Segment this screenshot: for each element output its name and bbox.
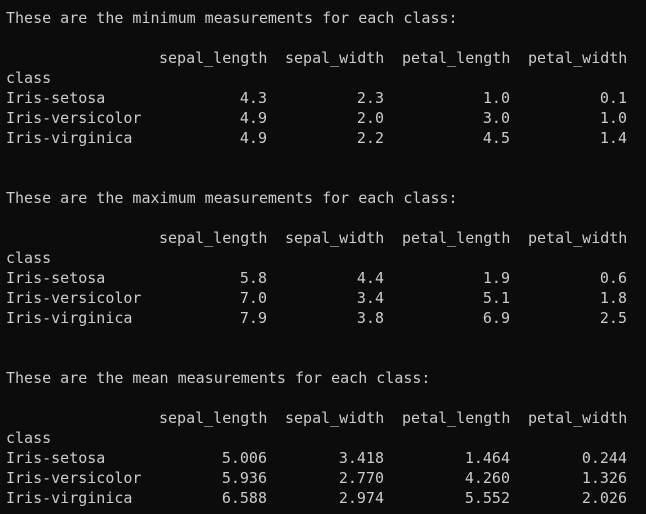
column-header: petal_width xyxy=(528,409,628,427)
cell: 1.9 xyxy=(482,269,510,287)
cell: 2.3 xyxy=(356,89,384,107)
cell: 3.4 xyxy=(356,289,384,307)
column-header: sepal_length xyxy=(159,49,268,67)
cell: 4.3 xyxy=(239,89,267,107)
row-label: Iris-versicolor xyxy=(6,109,142,127)
cell: 0.244 xyxy=(581,449,627,467)
cell: 4.260 xyxy=(464,469,510,487)
row-label: Iris-setosa xyxy=(6,269,106,287)
row-label: Iris-setosa xyxy=(6,449,106,467)
cell: 1.326 xyxy=(581,469,627,487)
column-header: petal_length xyxy=(402,409,511,427)
cell: 0.1 xyxy=(599,89,627,107)
cell: 0.6 xyxy=(599,269,627,287)
heading: These are the mean measurements for each… xyxy=(6,369,431,387)
cell: 4.9 xyxy=(239,109,267,127)
column-header: petal_width xyxy=(528,49,628,67)
cell: 5.552 xyxy=(464,489,510,507)
column-header: sepal_length xyxy=(159,409,268,427)
index-name: class xyxy=(6,249,52,267)
cell: 1.0 xyxy=(599,109,627,127)
row-label: Iris-versicolor xyxy=(6,469,142,487)
row-label: Iris-setosa xyxy=(6,89,106,107)
cell: 6.588 xyxy=(221,489,267,507)
cell: 5.936 xyxy=(221,469,267,487)
cell: 7.9 xyxy=(239,309,267,327)
cell: 3.8 xyxy=(356,309,384,327)
index-name: class xyxy=(6,69,52,87)
heading: These are the maximum measurements for e… xyxy=(6,189,458,207)
column-header: petal_length xyxy=(402,229,511,247)
column-header: sepal_width xyxy=(285,409,385,427)
cell: 2.0 xyxy=(356,109,384,127)
heading: These are the minimum measurements for e… xyxy=(6,9,458,27)
column-header: sepal_width xyxy=(285,229,385,247)
cell: 3.0 xyxy=(482,109,510,127)
column-header: petal_length xyxy=(402,49,511,67)
cell: 5.8 xyxy=(239,269,267,287)
row-label: Iris-virginica xyxy=(6,489,133,507)
cell: 1.8 xyxy=(599,289,627,307)
cell: 2.974 xyxy=(338,489,384,507)
cell: 1.4 xyxy=(599,129,627,147)
cell: 2.2 xyxy=(356,129,384,147)
index-name: class xyxy=(6,429,52,447)
cell: 3.418 xyxy=(338,449,384,467)
column-header: petal_width xyxy=(528,229,628,247)
cell: 2.5 xyxy=(599,309,627,327)
row-label: Iris-virginica xyxy=(6,129,133,147)
cell: 5.1 xyxy=(482,289,510,307)
column-header: sepal_length xyxy=(159,229,268,247)
cell: 4.5 xyxy=(482,129,510,147)
cell: 7.0 xyxy=(239,289,267,307)
row-label: Iris-virginica xyxy=(6,309,133,327)
row-label: Iris-versicolor xyxy=(6,289,142,307)
cell: 4.4 xyxy=(356,269,384,287)
cell: 2.026 xyxy=(581,489,627,507)
column-header: sepal_width xyxy=(285,49,385,67)
cell: 6.9 xyxy=(482,309,510,327)
cell: 1.0 xyxy=(482,89,510,107)
cell: 1.464 xyxy=(464,449,510,467)
cell: 5.006 xyxy=(221,449,267,467)
cell: 4.9 xyxy=(239,129,267,147)
cell: 2.770 xyxy=(338,469,384,487)
